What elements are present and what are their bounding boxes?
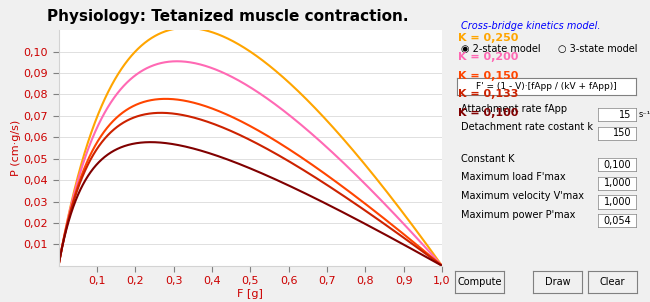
K = 0,100 [55,264,62,268]
K = 0,150 [70,196,78,200]
K = 0,133 [157,111,165,115]
Text: K = 0,250: K = 0,250 [458,33,519,43]
K = 0,200 [299,124,307,128]
K = 0,250 [80,154,88,158]
Text: 1,000: 1,000 [604,178,631,188]
Text: ◉ 2-state model: ◉ 2-state model [462,44,541,54]
Line: K = 0,200: K = 0,200 [58,61,442,266]
K = 0,133 [117,122,125,126]
K = 0,200 [75,175,83,179]
Text: 0,054: 0,054 [603,216,631,226]
Text: 1,000: 1,000 [604,197,631,207]
K = 0,100 [65,218,73,222]
K = 0,200 [86,141,94,145]
K = 0,250 [147,37,155,40]
K = 0,250 [77,162,85,166]
Text: ○ 3-state model: ○ 3-state model [558,44,638,54]
K = 0,200 [73,182,81,185]
K = 0,250 [438,264,446,268]
Y-axis label: P (cm·g/s): P (cm·g/s) [10,120,21,176]
Text: Maximum velocity V'max: Maximum velocity V'max [462,191,584,201]
Text: K = 0,150: K = 0,150 [458,71,519,81]
K = 0,133 [67,208,75,212]
Line: K = 0,133: K = 0,133 [58,113,442,266]
Text: Maximum power P'max: Maximum power P'max [462,210,576,220]
K = 0,100 [438,264,446,268]
K = 0,133 [77,180,85,184]
K = 0,250 [55,264,62,268]
Text: s⁻¹: s⁻¹ [639,110,650,119]
Text: Cross-bridge kinetics model.: Cross-bridge kinetics model. [462,21,601,31]
Text: Compute: Compute [457,277,502,287]
K = 0,150 [273,140,281,143]
X-axis label: F [g]: F [g] [237,289,263,299]
Text: 0,100: 0,100 [604,159,631,170]
Text: Maximum load F'max: Maximum load F'max [462,172,566,182]
Text: K = 0,100: K = 0,100 [458,108,519,118]
Line: K = 0,100: K = 0,100 [58,142,442,266]
K = 0,133 [110,128,118,131]
Line: K = 0,150: K = 0,150 [58,99,442,266]
Text: Physiology: Tetanized muscle contraction.: Physiology: Tetanized muscle contraction… [47,9,408,24]
Text: K = 0,200: K = 0,200 [458,52,519,62]
Text: K = 0,133: K = 0,133 [458,89,519,99]
K = 0,150 [116,113,124,117]
Text: Constant K: Constant K [462,153,515,164]
Text: Clear: Clear [600,277,625,287]
K = 0,250 [157,31,165,35]
K = 0,150 [68,202,76,205]
Text: Draw: Draw [545,277,570,287]
Text: F' = (1 - V)·[fApp / (kV + fApp)]: F' = (1 - V)·[fApp / (kV + fApp)] [476,82,617,91]
K = 0,200 [173,59,181,63]
Text: Attachment rate fApp: Attachment rate fApp [462,104,567,114]
K = 0,133 [68,204,76,207]
K = 0,100 [103,153,111,156]
K = 0,133 [55,264,62,268]
Line: K = 0,250: K = 0,250 [58,28,442,266]
K = 0,133 [261,146,269,150]
Text: Detachment rate costant k: Detachment rate costant k [462,122,593,133]
K = 0,150 [124,108,131,111]
K = 0,200 [132,73,140,77]
K = 0,100 [147,140,155,144]
Text: 15: 15 [619,110,631,120]
K = 0,200 [438,264,446,268]
K = 0,250 [318,114,326,117]
K = 0,250 [94,114,101,117]
K = 0,150 [438,264,446,268]
K = 0,150 [79,170,87,174]
K = 0,100 [64,222,72,226]
Text: 150: 150 [613,128,631,139]
K = 0,150 [55,264,62,268]
K = 0,100 [234,162,242,165]
K = 0,200 [142,67,150,71]
K = 0,200 [55,264,62,268]
K = 0,250 [183,26,190,30]
K = 0,133 [438,264,446,268]
K = 0,100 [72,200,79,204]
K = 0,150 [162,97,170,101]
K = 0,100 [98,158,105,161]
